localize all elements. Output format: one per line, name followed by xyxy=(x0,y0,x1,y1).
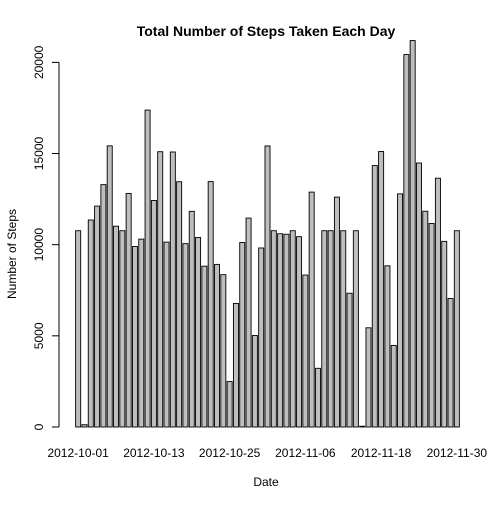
bar-2012-11-20 xyxy=(390,345,397,428)
bar-2012-11-02 xyxy=(277,233,284,428)
bar-2012-11-26 xyxy=(428,223,435,428)
bar-2012-10-26 xyxy=(232,302,239,428)
bar-2012-10-07 xyxy=(113,225,120,428)
bar-2012-11-06 xyxy=(302,274,309,428)
y-tick-label-20000: 20000 xyxy=(32,45,46,79)
x-tick-label-2012-11-18: 2012-11-18 xyxy=(351,446,412,460)
y-tick-label-10000: 10000 xyxy=(32,228,46,262)
bar-2012-10-22 xyxy=(207,181,214,428)
bar-2012-10-04 xyxy=(94,205,101,428)
bar-2012-10-08 xyxy=(119,230,126,428)
bar-2012-11-08 xyxy=(315,367,321,428)
bar-2012-10-02 xyxy=(81,424,88,428)
bar-2012-11-12 xyxy=(340,230,347,428)
bar-2012-11-22 xyxy=(403,54,410,428)
bar-2012-11-05 xyxy=(296,236,303,428)
y-axis-title: Number of Steps xyxy=(5,209,19,299)
bar-2012-10-12 xyxy=(144,109,151,428)
bar-2012-10-06 xyxy=(106,145,113,428)
bar-2012-10-21 xyxy=(201,265,208,428)
bar-2012-11-25 xyxy=(422,210,429,428)
x-tick-label-2012-11-06: 2012-11-06 xyxy=(275,446,336,460)
bar-2012-10-17 xyxy=(176,181,183,428)
bar-2012-11-03 xyxy=(283,233,290,428)
y-tick-label-5000: 5000 xyxy=(32,322,46,349)
bar-2012-10-10 xyxy=(131,246,138,428)
x-tick-label-2012-11-30: 2012-11-30 xyxy=(427,446,488,460)
bar-2012-11-14 xyxy=(352,230,359,428)
bar-2012-10-18 xyxy=(182,243,189,428)
bar-2012-10-05 xyxy=(100,184,107,428)
bar-2012-10-20 xyxy=(195,237,202,428)
y-tick-label-15000: 15000 xyxy=(32,137,46,171)
bar-2012-11-30 xyxy=(453,230,460,428)
bars-group xyxy=(75,40,460,428)
bar-2012-11-17 xyxy=(371,165,378,428)
bar-2012-10-27 xyxy=(239,242,246,428)
bar-2012-10-15 xyxy=(163,241,170,428)
bar-2012-11-11 xyxy=(333,196,340,428)
bar-2012-10-09 xyxy=(125,192,132,428)
bar-2012-10-11 xyxy=(138,238,145,428)
x-tick-label-2012-10-13: 2012-10-13 xyxy=(123,446,185,460)
bar-2012-11-28 xyxy=(441,240,448,428)
bar-2012-11-27 xyxy=(434,177,441,428)
bar-2012-11-01 xyxy=(270,230,277,428)
x-axis: 2012-10-01 2012-10-13 2012-10-25 2012-11-06… xyxy=(47,446,487,460)
bar-2012-11-15 xyxy=(359,425,366,428)
bar-2012-11-09 xyxy=(321,230,328,428)
x-tick-label-2012-10-25: 2012-10-25 xyxy=(199,446,261,460)
bar-2012-11-13 xyxy=(346,292,353,428)
x-axis-title: Date xyxy=(253,475,279,489)
bar-2012-11-16 xyxy=(365,327,372,428)
bar-2012-10-28 xyxy=(245,217,252,428)
bar-2012-10-03 xyxy=(87,219,94,428)
bar-2012-10-23 xyxy=(214,263,220,428)
bar-2012-11-21 xyxy=(397,193,404,428)
chart-title: Total Number of Steps Taken Each Day xyxy=(137,23,396,39)
x-tick-label-2012-10-01: 2012-10-01 xyxy=(47,446,109,460)
bar-2012-10-24 xyxy=(220,274,227,428)
bar-2012-10-25 xyxy=(226,381,233,428)
bar-2012-11-19 xyxy=(384,265,391,428)
bar-2012-10-30 xyxy=(258,247,265,428)
bar-2012-11-04 xyxy=(289,230,296,428)
bar-2012-10-29 xyxy=(251,335,258,428)
bar-2012-11-24 xyxy=(416,162,422,428)
bar-2012-11-29 xyxy=(447,298,454,428)
y-tick-label-0: 0 xyxy=(32,423,46,430)
bar-2012-10-31 xyxy=(264,145,271,428)
bar-2012-10-01 xyxy=(75,230,82,428)
bar-2012-11-10 xyxy=(327,230,334,428)
bar-2012-10-19 xyxy=(188,210,195,428)
bar-2012-10-16 xyxy=(169,151,176,428)
bar-2012-11-07 xyxy=(308,191,315,428)
y-axis: 0 5000 10000 15000 20000 xyxy=(32,45,60,430)
bar-2012-10-14 xyxy=(157,151,164,428)
bar-2012-11-23 xyxy=(409,40,416,428)
bar-2012-11-18 xyxy=(378,151,385,428)
bar-2012-10-13 xyxy=(150,199,157,428)
